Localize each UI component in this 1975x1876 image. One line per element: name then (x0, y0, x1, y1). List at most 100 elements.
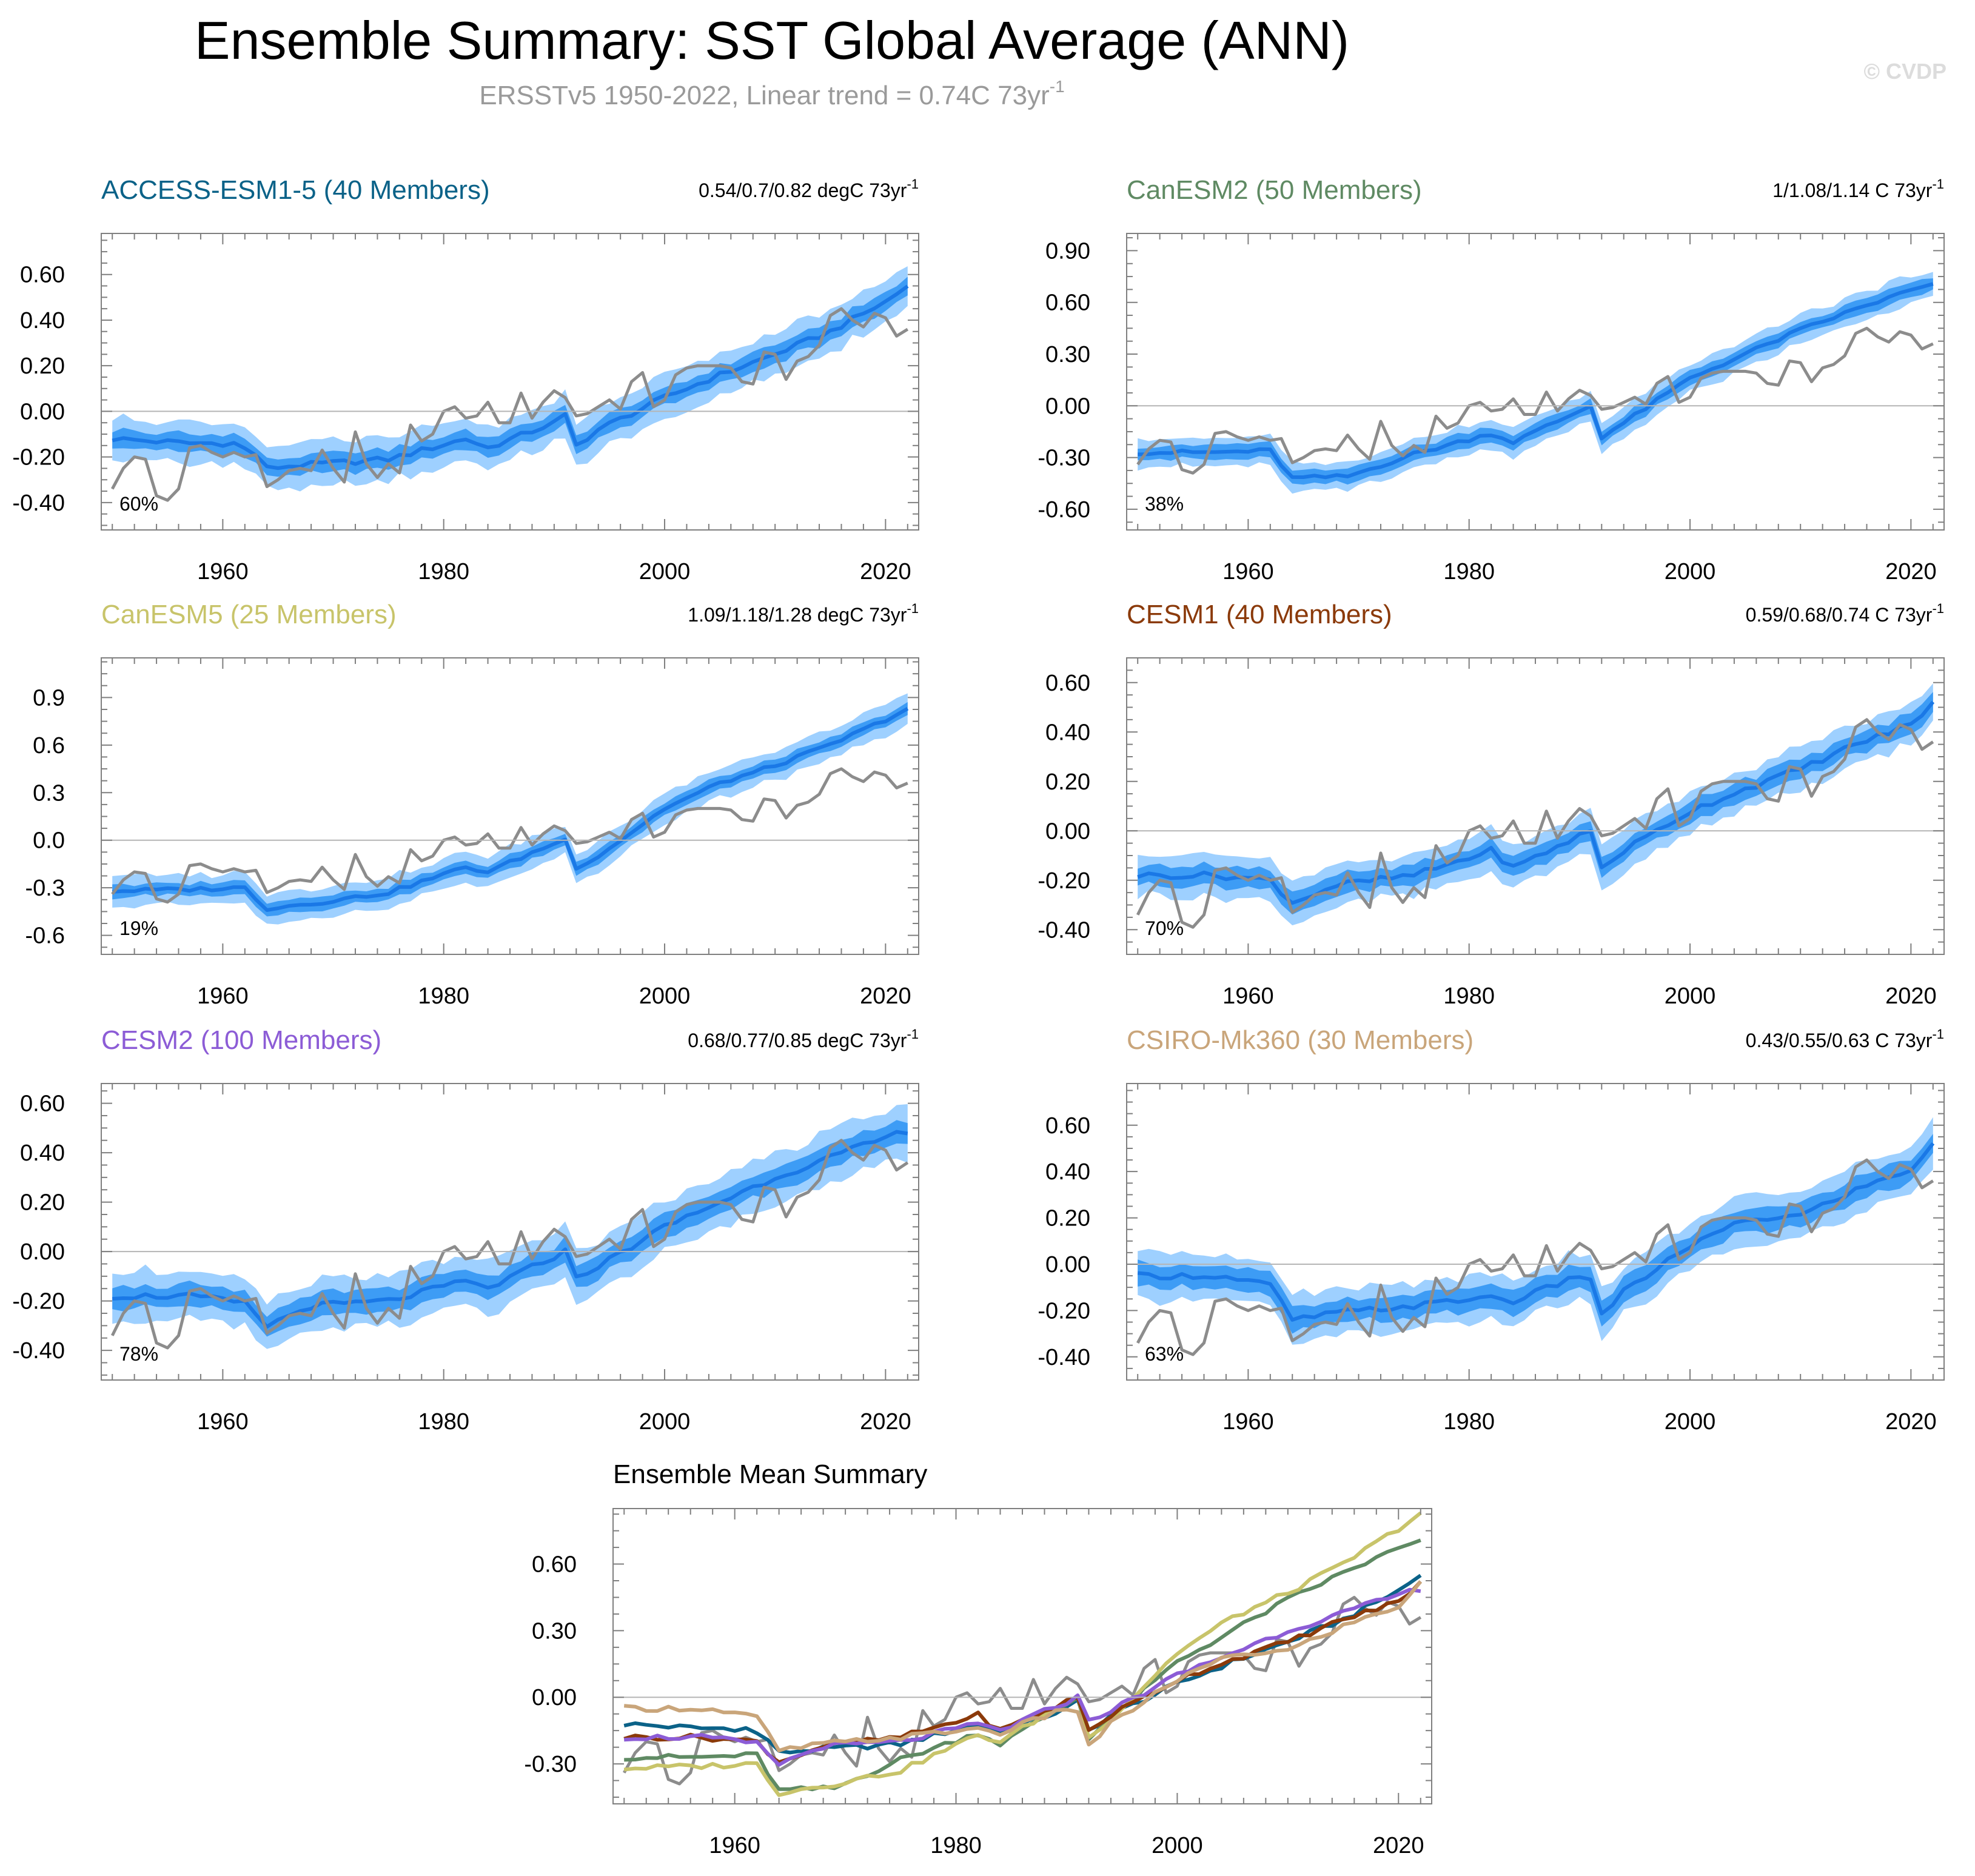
trend-text: 0.68/0.77/0.85 degC 73yr-1 (688, 1027, 919, 1051)
plot-frame (1126, 233, 1945, 531)
plot-area (1136, 272, 1934, 494)
y-tick-label: -0.40 (12, 491, 65, 516)
y-tick-label: -0.30 (524, 1752, 577, 1777)
x-tick-label: 1980 (1443, 559, 1495, 585)
summary-series-line (624, 1538, 1421, 1792)
percent-label: 63% (1145, 1343, 1184, 1365)
y-tick-label: 0.00 (1045, 1252, 1090, 1278)
subtitle-superscript: -1 (1050, 77, 1065, 96)
y-tick-label: 0.30 (532, 1618, 577, 1644)
y-tick-label: 0.00 (1045, 394, 1090, 419)
panel-cesm2: 1960 1980 2000 2020 -0.40 -0.20 0.00 0.20 0.40 0.… (12, 1025, 919, 1435)
ensemble-outer-band (112, 693, 908, 925)
subtitle-text: ERSSTv5 1950-2022, Linear trend = 0.74C … (479, 81, 1049, 110)
plot-frame (1126, 657, 1945, 955)
summary-title: Ensemble Mean Summary (613, 1459, 927, 1489)
y-tick-label: 0.60 (1045, 671, 1090, 696)
main-subtitle: ERSSTv5 1950-2022, Linear trend = 0.74C … (479, 77, 1064, 110)
x-tick-label: 1960 (1222, 1409, 1274, 1435)
x-tick-label: 2020 (1885, 983, 1937, 1009)
plot-frame (101, 1083, 919, 1381)
y-tick-label: 0.00 (20, 399, 65, 424)
y-tick-label: 0.40 (20, 1141, 65, 1166)
ensemble-mean-line (1138, 282, 1934, 480)
plot-area (110, 266, 909, 502)
y-tick-label: -0.20 (1038, 1298, 1090, 1324)
trend-superscript: -1 (1932, 176, 1944, 192)
plot-area (111, 693, 909, 925)
x-tick-label: 2000 (1665, 983, 1716, 1009)
ensemble-inner-band (112, 702, 908, 917)
x-tick-label: 2020 (860, 1409, 911, 1435)
trend-value: 1.09/1.18/1.28 degC 73yr (688, 604, 907, 626)
y-tick-label: 0.40 (20, 308, 65, 333)
trend-text: 1/1.08/1.14 C 73yr-1 (1772, 176, 1944, 201)
trend-text: 1.09/1.18/1.28 degC 73yr-1 (688, 601, 919, 626)
observations-line (1136, 1158, 1934, 1356)
y-tick-label: 0.9 (33, 685, 65, 711)
trend-superscript: -1 (1932, 601, 1944, 616)
y-tick-label: 0.00 (532, 1685, 577, 1710)
x-tick-label: 2020 (1885, 559, 1937, 585)
y-tick-label: 0.40 (1045, 1159, 1090, 1185)
summary-series-line (623, 1580, 1423, 1764)
panels: 1960 1980 2000 2020 -0.40 -0.20 0.00 0.20 0.40 0.… (12, 175, 1945, 1858)
trend-text: 0.54/0.7/0.82 degC 73yr-1 (699, 176, 919, 201)
panel-summary: 1960 1980 2000 2020 -0.30 0.00 0.30 0.60 Ensembl… (524, 1459, 1432, 1858)
percent-label: 38% (1145, 493, 1184, 515)
x-tick-label: 1960 (1222, 983, 1274, 1009)
main-title: Ensemble Summary: SST Global Average (AN… (195, 10, 1349, 70)
x-tick-label: 1960 (197, 559, 249, 585)
trend-superscript: -1 (907, 601, 919, 616)
x-tick-label: 2000 (639, 559, 691, 585)
y-tick-label: 0.00 (20, 1239, 65, 1265)
observations-line (111, 767, 908, 904)
y-tick-label: -0.60 (1038, 497, 1090, 523)
percent-label: 60% (119, 493, 158, 515)
x-tick-label: 2020 (1885, 1409, 1937, 1435)
y-tick-label: -0.30 (1038, 446, 1090, 471)
ensemble-outer-band (1138, 683, 1933, 926)
panel-cesm1: 1960 1980 2000 2020 -0.40 -0.20 0.00 0.20 0.40 0.… (1038, 600, 1945, 1009)
plot-area (1136, 683, 1935, 929)
x-tick-label: 1980 (930, 1833, 982, 1858)
panel-access: 1960 1980 2000 2020 -0.40 -0.20 0.00 0.20 0.40 0.… (12, 175, 919, 585)
x-tick-label: 2020 (860, 983, 911, 1009)
x-tick-label: 2020 (860, 559, 911, 585)
y-tick-label: -0.3 (25, 876, 65, 901)
panel-canesm2: 1960 1980 2000 2020 -0.60 -0.30 0.00 0.30 0.60 0.… (1038, 175, 1945, 585)
summary-series-line (623, 1580, 1423, 1753)
y-tick-label: -0.20 (12, 445, 65, 471)
x-tick-label: 1980 (418, 559, 469, 585)
panel-title: CESM1 (40 Members) (1127, 600, 1392, 629)
y-tick-label: -0.6 (25, 923, 65, 949)
ensemble-outer-band (1138, 272, 1933, 494)
summary-series-line (624, 1587, 1421, 1767)
panel-title: ACCESS-ESM1-5 (40 Members) (101, 175, 490, 205)
y-tick-label: 0.60 (1045, 1113, 1090, 1139)
y-tick-label: 0.0 (33, 828, 65, 854)
ensemble-mean-line (112, 707, 909, 912)
panel-title: CanESM5 (25 Members) (101, 600, 397, 629)
ensemble-inner-band (1138, 1134, 1933, 1334)
y-tick-label: 0.20 (20, 353, 65, 379)
panel-canesm5: 1960 1980 2000 2020 -0.6 -0.3 0.0 0.3 0.6 0.9 CanE… (25, 600, 919, 1009)
y-tick-label: -0.40 (12, 1338, 65, 1364)
x-tick-label: 2000 (639, 1409, 691, 1435)
trend-superscript: -1 (907, 176, 919, 192)
percent-label: 19% (119, 917, 158, 939)
watermark: © CVDP (1863, 59, 1946, 84)
plot-frame (612, 1508, 1432, 1804)
observations-line (623, 1596, 1422, 1786)
y-tick-label: 0.60 (1045, 290, 1090, 316)
x-tick-label: 1960 (197, 1409, 249, 1435)
y-tick-label: -0.20 (12, 1289, 65, 1315)
panel-csiro: 1960 1980 2000 2020 -0.40 -0.20 0.00 0.20 0.40 0.… (1038, 1025, 1945, 1435)
trend-value: 0.43/0.55/0.63 C 73yr (1746, 1030, 1933, 1051)
panel-title: CanESM2 (50 Members) (1127, 175, 1422, 205)
trend-superscript: -1 (1932, 1027, 1944, 1042)
x-tick-label: 1960 (1222, 559, 1274, 585)
trend-value: 0.59/0.68/0.74 C 73yr (1746, 604, 1933, 626)
x-tick-label: 2000 (1665, 559, 1716, 585)
